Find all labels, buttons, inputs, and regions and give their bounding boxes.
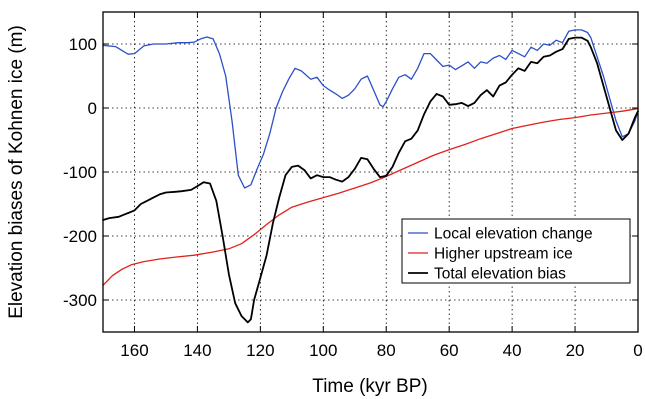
legend-box (401, 218, 631, 284)
x-tick-label: 100 (309, 341, 337, 360)
series-line-higher-upstream-ice (102, 107, 639, 286)
x-tick-label: 40 (503, 341, 522, 360)
legend-label-local-elevation-change: Local elevation change (434, 226, 593, 243)
x-tick-label: 120 (246, 341, 274, 360)
legend: Local elevation change Higher upstream ic… (401, 218, 631, 284)
y-tick-label: -200 (63, 227, 97, 246)
x-tick-label: 140 (183, 341, 211, 360)
y-tick-label: 0 (88, 99, 97, 118)
x-tick-label: 160 (120, 341, 148, 360)
grid-lines (103, 12, 638, 332)
y-axis-label: Elevation biases of Kohnen ice (m) (6, 25, 27, 319)
series-lines (102, 29, 639, 324)
series-line-total-elevation-bias (102, 36, 639, 324)
x-tick-label: 60 (440, 341, 459, 360)
y-tick-label: 100 (69, 35, 97, 54)
x-axis-label: Time (kyr BP) (312, 376, 427, 397)
x-tick-label: 0 (633, 341, 642, 360)
axis-ticks (103, 12, 639, 332)
x-tick-label: 80 (377, 341, 396, 360)
series-line-local-elevation-change (102, 29, 639, 189)
x-tick-label: 20 (566, 341, 585, 360)
legend-label-total-elevation-bias: Total elevation bias (434, 266, 566, 283)
legend-label-higher-upstream-ice: Higher upstream ice (434, 246, 573, 263)
y-tick-label: -100 (63, 163, 97, 182)
y-tick-label: -300 (63, 291, 97, 310)
